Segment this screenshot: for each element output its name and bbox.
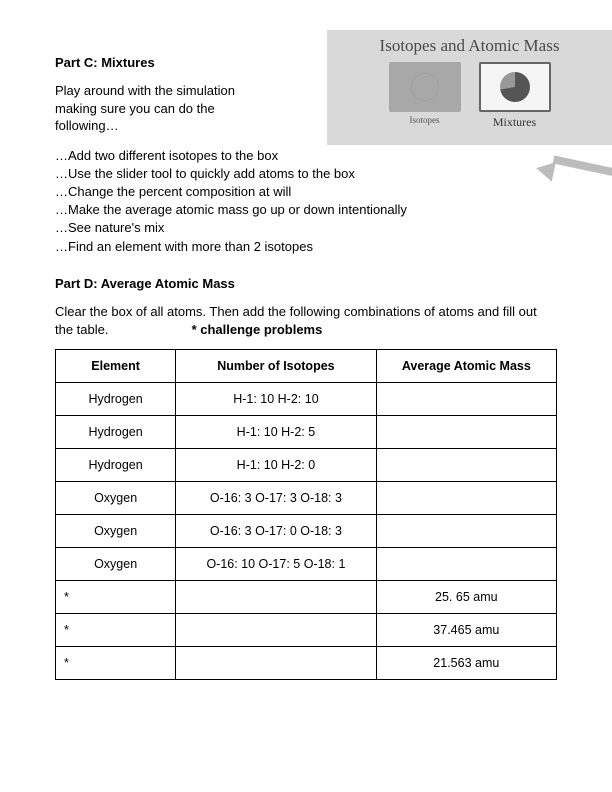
bullet-item: …Make the average atomic mass go up or d… bbox=[55, 201, 557, 219]
header-element: Element bbox=[56, 350, 176, 383]
mixtures-label: Mixtures bbox=[479, 115, 551, 130]
cell-mass: 25. 65 amu bbox=[376, 581, 556, 614]
cell-element: * bbox=[56, 581, 176, 614]
table-row: * 37.465 amu bbox=[56, 614, 557, 647]
isotopes-box bbox=[389, 62, 461, 112]
table-header-row: Element Number of Isotopes Average Atomi… bbox=[56, 350, 557, 383]
cell-isotopes: H-1: 10 H-2: 5 bbox=[176, 416, 376, 449]
partD-intro: Clear the box of all atoms. Then add the… bbox=[55, 303, 557, 339]
cell-mass bbox=[376, 416, 556, 449]
isotopes-label: Isotopes bbox=[389, 115, 461, 125]
partC-bullets: …Add two different isotopes to the box …… bbox=[55, 147, 557, 256]
cell-element: Hydrogen bbox=[56, 383, 176, 416]
table-row: Oxygen O-16: 10 O-17: 5 O-18: 1 bbox=[56, 548, 557, 581]
widget-panels: Isotopes Mixtures bbox=[327, 62, 612, 130]
cell-element: Hydrogen bbox=[56, 449, 176, 482]
table-row: * 21.563 amu bbox=[56, 647, 557, 680]
cell-mass bbox=[376, 383, 556, 416]
table-row: * 25. 65 amu bbox=[56, 581, 557, 614]
cell-element: * bbox=[56, 647, 176, 680]
cell-mass bbox=[376, 548, 556, 581]
table-row: Oxygen O-16: 3 O-17: 0 O-18: 3 bbox=[56, 515, 557, 548]
cell-isotopes: O-16: 3 O-17: 0 O-18: 3 bbox=[176, 515, 376, 548]
cell-mass: 21.563 amu bbox=[376, 647, 556, 680]
cell-mass bbox=[376, 449, 556, 482]
bullet-item: …Use the slider tool to quickly add atom… bbox=[55, 165, 557, 183]
partC-intro: Play around with the simulation making s… bbox=[55, 82, 255, 135]
cell-mass bbox=[376, 482, 556, 515]
bullet-item: …Find an element with more than 2 isotop… bbox=[55, 238, 557, 256]
cell-isotopes: O-16: 3 O-17: 3 O-18: 3 bbox=[176, 482, 376, 515]
bullet-item: …See nature's mix bbox=[55, 219, 557, 237]
cell-isotopes: O-16: 10 O-17: 5 O-18: 1 bbox=[176, 548, 376, 581]
atom-icon bbox=[411, 73, 439, 101]
header-isotopes: Number of Isotopes bbox=[176, 350, 376, 383]
isotope-table: Element Number of Isotopes Average Atomi… bbox=[55, 349, 557, 680]
table-row: Oxygen O-16: 3 O-17: 3 O-18: 3 bbox=[56, 482, 557, 515]
header-mass: Average Atomic Mass bbox=[376, 350, 556, 383]
panel-mixtures[interactable]: Mixtures bbox=[479, 62, 551, 130]
table-row: Hydrogen H-1: 10 H-2: 10 bbox=[56, 383, 557, 416]
simulation-widget: Isotopes and Atomic Mass Isotopes Mixtur… bbox=[327, 30, 612, 145]
widget-title: Isotopes and Atomic Mass bbox=[327, 30, 612, 62]
cell-element: Hydrogen bbox=[56, 416, 176, 449]
cell-isotopes: H-1: 10 H-2: 10 bbox=[176, 383, 376, 416]
table-row: Hydrogen H-1: 10 H-2: 0 bbox=[56, 449, 557, 482]
cell-isotopes: H-1: 10 H-2: 0 bbox=[176, 449, 376, 482]
cell-element: Oxygen bbox=[56, 548, 176, 581]
cell-element: * bbox=[56, 614, 176, 647]
table-row: Hydrogen H-1: 10 H-2: 5 bbox=[56, 416, 557, 449]
partD-heading: Part D: Average Atomic Mass bbox=[55, 276, 557, 291]
pie-icon bbox=[500, 72, 530, 102]
cell-isotopes bbox=[176, 581, 376, 614]
cell-mass: 37.465 amu bbox=[376, 614, 556, 647]
panel-isotopes[interactable]: Isotopes bbox=[389, 62, 461, 130]
cell-element: Oxygen bbox=[56, 515, 176, 548]
cell-isotopes bbox=[176, 647, 376, 680]
mixtures-box bbox=[479, 62, 551, 112]
cell-isotopes bbox=[176, 614, 376, 647]
cell-element: Oxygen bbox=[56, 482, 176, 515]
cell-mass bbox=[376, 515, 556, 548]
bullet-item: …Add two different isotopes to the box bbox=[55, 147, 557, 165]
challenge-label: * challenge problems bbox=[192, 322, 323, 337]
bullet-item: …Change the percent composition at will bbox=[55, 183, 557, 201]
pointer-arrow bbox=[542, 160, 612, 185]
